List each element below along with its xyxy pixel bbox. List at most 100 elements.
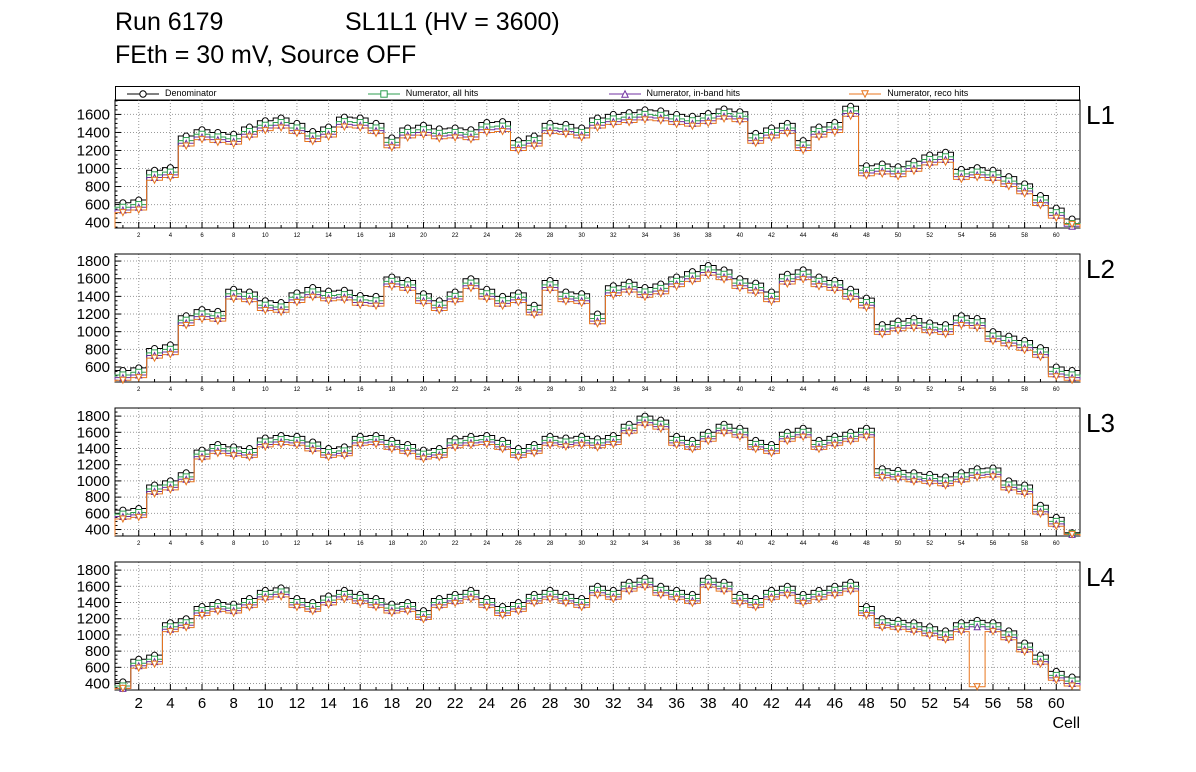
series-line-circle: [114, 415, 1081, 536]
svg-text:26: 26: [515, 541, 522, 547]
svg-text:10: 10: [262, 387, 269, 393]
svg-text:800: 800: [85, 341, 110, 358]
svg-text:22: 22: [452, 541, 459, 547]
series-markers-square: [119, 416, 1076, 538]
svg-text:52: 52: [926, 233, 933, 239]
svg-text:48: 48: [863, 387, 870, 393]
svg-text:42: 42: [768, 387, 775, 393]
svg-text:8: 8: [232, 541, 236, 547]
series-line-triangle-down: [114, 115, 1081, 228]
triangle-up-marker-icon: [608, 89, 641, 98]
svg-text:600: 600: [85, 197, 110, 214]
svg-text:32: 32: [610, 233, 617, 239]
x-axis: 2 4 6 8 10 12 14 16 18 20 22 24 26 28 30 32 34 36 38 40 42 44…: [122, 376, 1073, 393]
legend-item-denominator: Denominator: [116, 89, 357, 99]
svg-text:22: 22: [452, 233, 459, 239]
svg-text:10: 10: [257, 695, 274, 712]
svg-text:34: 34: [642, 541, 649, 547]
x-axis: 2 4 6 8 10 12 14 16 18 20 22 24 26 28 30 32 34 36 38 40 42 44…: [122, 530, 1073, 547]
grid: [115, 562, 1080, 690]
svg-text:600: 600: [85, 659, 110, 676]
svg-text:38: 38: [705, 541, 712, 547]
svg-text:38: 38: [700, 695, 717, 712]
svg-text:50: 50: [895, 387, 902, 393]
svg-text:2: 2: [137, 541, 141, 547]
svg-text:4: 4: [166, 695, 174, 712]
svg-text:1200: 1200: [77, 611, 110, 628]
svg-text:800: 800: [85, 643, 110, 660]
panel-label-l2: L2: [1086, 254, 1115, 284]
svg-text:54: 54: [953, 695, 970, 712]
svg-text:1000: 1000: [77, 161, 110, 178]
legend-label: Numerator, reco hits: [887, 88, 969, 98]
svg-text:22: 22: [447, 695, 464, 712]
svg-text:24: 24: [478, 695, 495, 712]
svg-text:50: 50: [890, 695, 907, 712]
series-markers-triangle-down: [119, 271, 1076, 385]
svg-text:6: 6: [200, 541, 204, 547]
svg-text:28: 28: [542, 695, 559, 712]
svg-text:38: 38: [705, 387, 712, 393]
legend-item-all-hits: Numerator, all hits: [357, 89, 598, 99]
svg-text:12: 12: [294, 233, 301, 239]
svg-text:18: 18: [384, 695, 401, 712]
svg-text:38: 38: [705, 233, 712, 239]
svg-text:1400: 1400: [77, 441, 110, 458]
svg-text:52: 52: [926, 541, 933, 547]
legend-item-in-band-hits: Numerator, in-band hits: [598, 89, 839, 99]
svg-text:6: 6: [200, 387, 204, 393]
svg-text:42: 42: [768, 233, 775, 239]
svg-text:12: 12: [294, 541, 301, 547]
legend-label: Denominator: [165, 88, 217, 98]
svg-text:1400: 1400: [77, 595, 110, 612]
svg-text:1000: 1000: [77, 627, 110, 644]
series-line-triangle-down: [114, 274, 1081, 382]
svg-text:1200: 1200: [77, 457, 110, 474]
svg-text:800: 800: [85, 179, 110, 196]
svg-text:50: 50: [895, 541, 902, 547]
legend-item-reco-hits: Numerator, reco hits: [838, 89, 1079, 99]
svg-text:36: 36: [673, 387, 680, 393]
svg-text:58: 58: [1021, 541, 1028, 547]
series-line-triangle-up: [114, 584, 1081, 690]
svg-text:58: 58: [1021, 233, 1028, 239]
svg-text:16: 16: [357, 233, 364, 239]
svg-text:26: 26: [515, 387, 522, 393]
svg-text:14: 14: [325, 541, 332, 547]
series-markers-triangle-down: [119, 583, 1076, 693]
svg-text:24: 24: [483, 233, 490, 239]
svg-text:56: 56: [985, 695, 1002, 712]
svg-text:20: 20: [415, 695, 432, 712]
svg-text:60: 60: [1053, 387, 1060, 393]
x-axis-title: Cell: [1052, 715, 1080, 732]
svg-text:400: 400: [85, 215, 110, 232]
svg-text:8: 8: [232, 233, 236, 239]
svg-text:600: 600: [85, 505, 110, 522]
grid: [115, 408, 1080, 536]
svg-text:40: 40: [732, 695, 749, 712]
svg-text:34: 34: [637, 695, 654, 712]
svg-text:44: 44: [800, 387, 807, 393]
svg-text:18: 18: [389, 541, 396, 547]
svg-text:14: 14: [320, 695, 337, 712]
svg-text:34: 34: [642, 233, 649, 239]
svg-text:1800: 1800: [77, 562, 110, 579]
svg-text:1400: 1400: [77, 288, 110, 305]
svg-text:56: 56: [990, 233, 997, 239]
triangle-down-marker-icon: [849, 89, 882, 98]
svg-text:20: 20: [420, 233, 427, 239]
x-axis: 2 4 6 8 10 12 14 16 18 20 22 24 26 28 30 32 34 36 38 40 42 44…: [122, 222, 1073, 239]
svg-text:58: 58: [1021, 387, 1028, 393]
svg-text:2: 2: [137, 233, 141, 239]
svg-text:54: 54: [958, 233, 965, 239]
svg-text:30: 30: [578, 387, 585, 393]
svg-text:54: 54: [958, 541, 965, 547]
svg-text:28: 28: [547, 541, 554, 547]
svg-text:2: 2: [137, 387, 141, 393]
